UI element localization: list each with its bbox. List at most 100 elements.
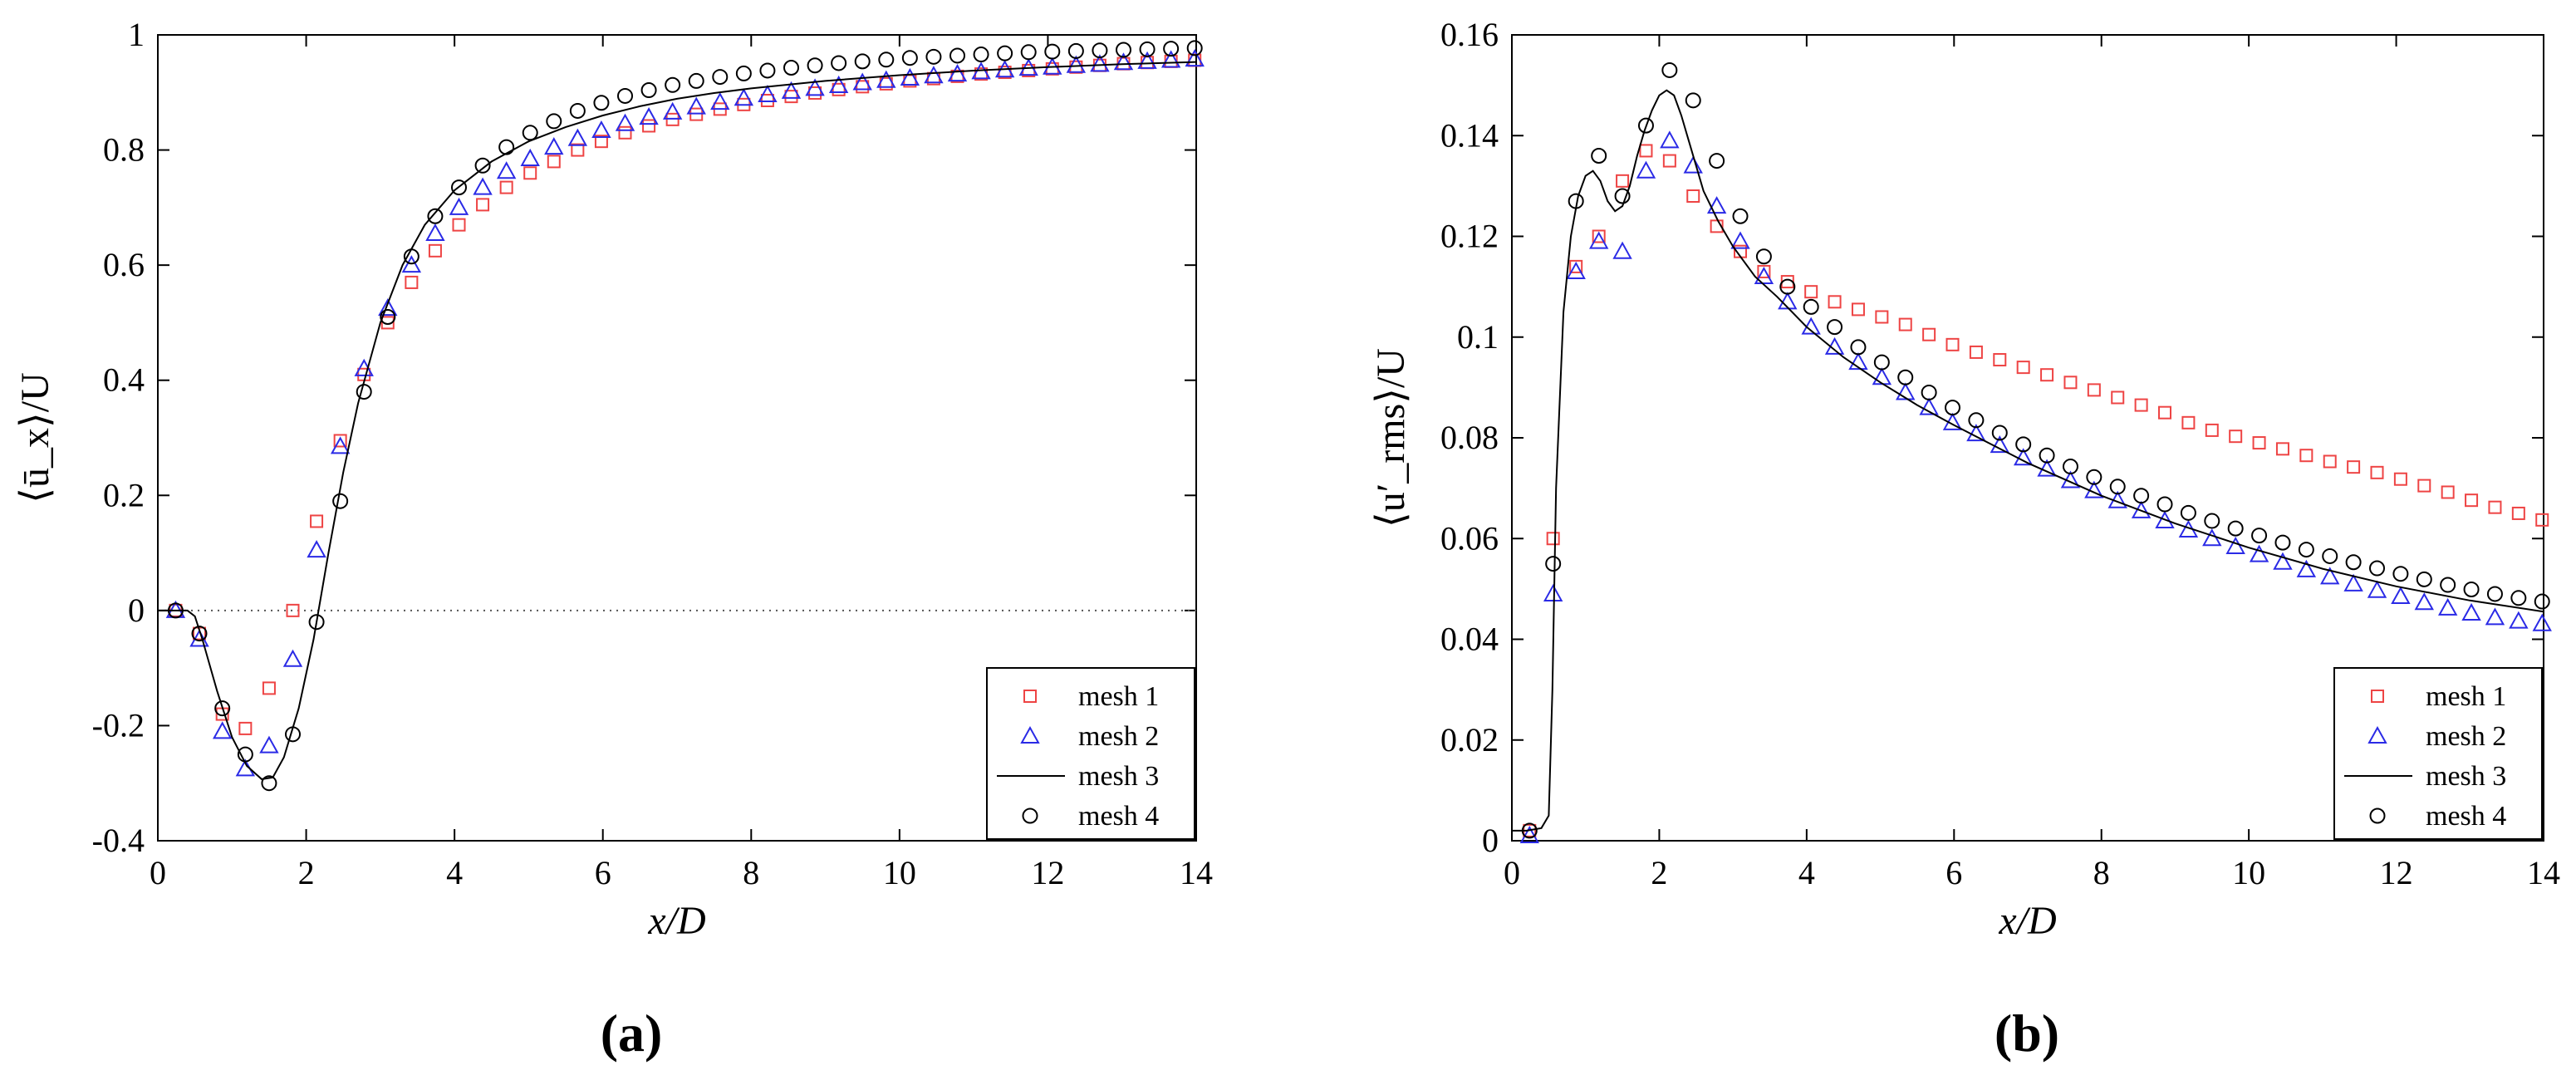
data-point-a-mesh-1 (571, 143, 585, 157)
data-point-a-mesh-2 (734, 88, 754, 106)
series-line-a-mesh-3 (158, 61, 1197, 780)
x-tick-label-b: 14 (2527, 854, 2560, 891)
data-point-a-mesh-1 (784, 90, 798, 104)
data-point-a-mesh-4 (214, 700, 231, 717)
data-point-a-mesh-2 (947, 64, 968, 82)
y-tick-label-a: 0 (128, 592, 145, 629)
data-point-b-mesh-4 (2227, 520, 2244, 537)
data-point-b-mesh-4 (2345, 554, 2362, 571)
series-a-mesh-2 (165, 49, 1205, 777)
data-point-b-mesh-2 (1706, 196, 1727, 214)
data-point-b-mesh-4 (1755, 248, 1772, 265)
data-point-a-mesh-1 (642, 119, 656, 133)
data-point-b-mesh-4 (1732, 208, 1749, 224)
legend-label-a: mesh 2 (1078, 721, 1159, 752)
series-b-mesh-4 (1521, 61, 2550, 839)
data-point-b-mesh-1 (1757, 264, 1771, 278)
data-point-a-mesh-4 (285, 726, 301, 743)
data-point-a-mesh-4 (332, 493, 349, 509)
data-point-b-mesh-4 (1637, 117, 1654, 134)
data-point-b-mesh-2 (2320, 567, 2340, 585)
data-point-b-mesh-4 (2392, 566, 2409, 582)
data-point-a-mesh-2 (1090, 54, 1110, 72)
data-point-b-mesh-4 (2322, 547, 2338, 564)
y-tick-label-a: -0.4 (92, 822, 145, 859)
data-point-b-mesh-2 (1543, 583, 1563, 601)
data-point-b-mesh-2 (2391, 586, 2411, 604)
data-point-a-mesh-4 (831, 55, 847, 71)
data-point-b-mesh-1 (2063, 376, 2078, 390)
data-point-a-mesh-4 (997, 45, 1013, 61)
data-point-b-mesh-1 (2393, 472, 2407, 486)
panel-label-a: (a) (601, 1004, 663, 1063)
data-point-a-mesh-2 (473, 177, 493, 195)
data-point-a-mesh-4 (191, 626, 208, 642)
data-point-a-mesh-2 (662, 101, 683, 120)
data-point-a-mesh-4 (973, 47, 989, 63)
x-tick-label-a: 12 (1031, 854, 1064, 891)
data-point-b-mesh-1 (1969, 345, 1983, 359)
data-point-b-mesh-1 (1592, 229, 1606, 243)
data-point-a-mesh-1 (333, 434, 347, 448)
data-point-b-mesh-2 (1896, 382, 1916, 400)
legend-label-a: mesh 1 (1078, 681, 1159, 712)
x-tick-label-b: 8 (2093, 854, 2110, 891)
data-point-b-mesh-1 (1546, 532, 1560, 546)
data-point-b-mesh-1 (1569, 259, 1583, 273)
data-point-b-mesh-4 (1827, 319, 1843, 336)
y-tick-label-a: 0.6 (103, 246, 145, 283)
data-point-b-mesh-4 (1709, 153, 1725, 169)
data-point-b-mesh-2 (1566, 261, 1586, 279)
data-point-a-mesh-4 (403, 248, 420, 265)
data-point-b-mesh-4 (1614, 188, 1631, 204)
data-point-b-mesh-2 (2249, 544, 2269, 562)
x-tick-label-a: 2 (298, 854, 315, 891)
data-point-b-mesh-2 (2273, 552, 2293, 570)
y-tick-label-b: 0.08 (1440, 419, 1499, 456)
data-point-b-mesh-4 (1685, 92, 1701, 109)
data-point-a-mesh-4 (665, 76, 681, 93)
data-point-b-mesh-1 (1875, 310, 1889, 324)
data-point-b-mesh-1 (2134, 398, 2148, 412)
series-a-mesh-3 (158, 61, 1197, 780)
data-point-a-mesh-1 (1188, 53, 1202, 67)
data-point-b-mesh-2 (2367, 580, 2387, 598)
data-point-a-mesh-2 (520, 148, 540, 166)
data-point-b-mesh-1 (2417, 479, 2431, 493)
legend-marker-b (2369, 808, 2386, 824)
data-point-a-mesh-1 (832, 82, 846, 96)
data-point-a-mesh-4 (522, 125, 538, 141)
data-point-b-mesh-1 (2535, 513, 2549, 527)
series-b-mesh-3 (1512, 89, 2544, 832)
panel-label-b: (b) (1995, 1004, 2059, 1063)
data-point-b-mesh-4 (2534, 593, 2550, 610)
data-point-a-mesh-1 (428, 243, 442, 258)
data-point-a-mesh-1 (262, 681, 276, 695)
x-axis-label-a: x/D (647, 899, 705, 943)
data-point-b-mesh-4 (2062, 459, 2078, 475)
data-point-a-mesh-2 (615, 113, 635, 131)
data-point-a-mesh-2 (378, 298, 398, 317)
y-axis-label-a: ⟨ū_x⟩/U (13, 372, 57, 503)
x-tick-label-b: 6 (1945, 854, 1962, 891)
data-point-a-mesh-2 (259, 735, 279, 754)
data-point-a-mesh-1 (452, 218, 466, 232)
data-point-a-mesh-4 (1163, 41, 1180, 57)
data-point-b-mesh-4 (1521, 822, 1538, 839)
data-point-a-mesh-1 (689, 107, 704, 121)
data-point-a-mesh-2 (1137, 51, 1157, 69)
data-point-a-mesh-4 (783, 59, 799, 76)
y-tick-label-b: 0.02 (1440, 721, 1499, 758)
data-point-b-mesh-4 (1661, 61, 1678, 78)
data-point-b-mesh-1 (1616, 174, 1630, 188)
data-point-b-mesh-1 (2370, 465, 2384, 479)
x-tick-label-a: 14 (1180, 854, 1213, 891)
data-point-a-mesh-2 (544, 137, 564, 155)
data-point-b-mesh-2 (2485, 607, 2505, 626)
legend-box-b (2333, 667, 2543, 840)
data-point-b-mesh-2 (2532, 613, 2552, 631)
data-point-a-mesh-2 (1185, 49, 1205, 67)
data-point-a-mesh-1 (499, 180, 513, 194)
y-tick-label-a: -0.2 (92, 706, 145, 744)
data-point-b-mesh-4 (1568, 193, 1584, 209)
